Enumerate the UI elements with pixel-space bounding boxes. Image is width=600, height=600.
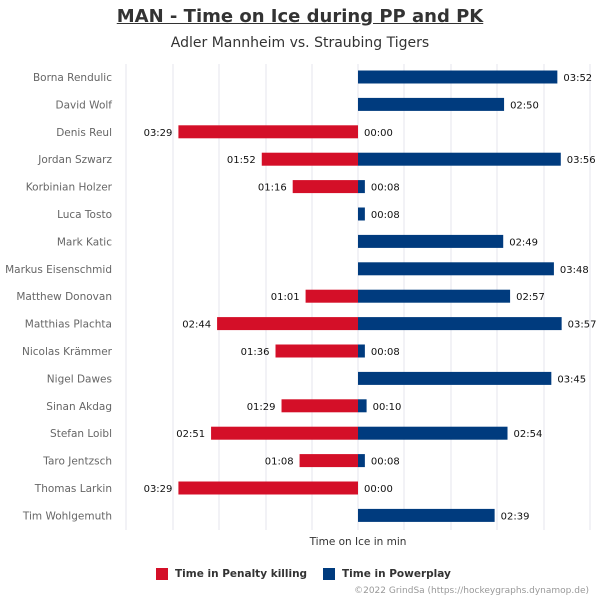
data-label-penalty-killing: 03:29 bbox=[144, 128, 173, 139]
data-label-penalty-killing: 02:51 bbox=[176, 429, 205, 440]
bar-powerplay bbox=[358, 207, 365, 221]
y-tick-label: Borna Rendulic bbox=[33, 72, 112, 84]
bar-penalty-killing bbox=[281, 399, 358, 413]
y-tick-label: Korbinian Holzer bbox=[26, 182, 113, 194]
data-label-powerplay: 02:54 bbox=[514, 429, 543, 440]
chart-subtitle: Adler Mannheim vs. Straubing Tigers bbox=[170, 35, 430, 51]
bar-powerplay bbox=[358, 70, 558, 84]
bar-powerplay bbox=[358, 454, 365, 468]
y-tick-label: Taro Jentzsch bbox=[42, 456, 112, 468]
data-label-penalty-killing: 01:29 bbox=[247, 402, 276, 413]
y-tick-label: Thomas Larkin bbox=[34, 483, 112, 495]
legend-item-powerplay: Time in Powerplay bbox=[323, 568, 451, 580]
data-label-penalty-killing: 01:08 bbox=[265, 457, 294, 468]
y-tick-label: Markus Eisenschmid bbox=[5, 264, 112, 276]
y-tick-label: David Wolf bbox=[56, 99, 113, 111]
legend-label-powerplay: Time in Powerplay bbox=[342, 568, 451, 580]
bar-powerplay bbox=[358, 152, 561, 166]
data-label-powerplay: 02:49 bbox=[509, 237, 538, 248]
bar-penalty-killing bbox=[305, 289, 358, 303]
data-label-powerplay: 02:50 bbox=[510, 100, 539, 111]
data-label-powerplay: 02:57 bbox=[516, 292, 545, 303]
legend-swatch-penalty-killing bbox=[156, 568, 168, 580]
data-label-powerplay: 00:00 bbox=[364, 128, 393, 139]
x-axis-label: Time on Ice in min bbox=[309, 536, 407, 548]
y-tick-label: Matthew Donovan bbox=[16, 291, 112, 303]
data-label-powerplay: 03:48 bbox=[560, 265, 589, 276]
data-label-powerplay: 00:10 bbox=[373, 402, 402, 413]
bar-powerplay bbox=[358, 399, 367, 413]
bar-powerplay bbox=[358, 426, 508, 440]
legend-swatch-powerplay bbox=[323, 568, 335, 580]
data-label-penalty-killing: 02:44 bbox=[182, 320, 211, 331]
bar-penalty-killing bbox=[178, 125, 358, 139]
data-label-powerplay: 03:57 bbox=[568, 320, 597, 331]
data-label-powerplay: 00:08 bbox=[371, 347, 400, 358]
bar-powerplay bbox=[358, 508, 495, 522]
y-tick-label: Nigel Dawes bbox=[47, 373, 112, 385]
legend-label-penalty-killing: Time in Penalty killing bbox=[175, 568, 308, 580]
legend-item-penalty-killing: Time in Penalty killing bbox=[156, 568, 307, 580]
bar-penalty-killing bbox=[211, 426, 358, 440]
credit-text: ©2022 GrindSa (https://hockeygraphs.dyna… bbox=[354, 586, 589, 596]
data-label-powerplay: 03:56 bbox=[567, 155, 596, 166]
data-label-powerplay: 02:39 bbox=[501, 511, 530, 522]
data-label-penalty-killing: 01:36 bbox=[241, 347, 270, 358]
data-label-powerplay: 03:45 bbox=[557, 374, 586, 385]
y-tick-label: Jordan Szwarz bbox=[37, 154, 112, 166]
bar-powerplay bbox=[358, 180, 365, 194]
bar-penalty-killing bbox=[299, 454, 358, 468]
y-tick-label: Sinan Akdag bbox=[46, 401, 112, 413]
data-label-penalty-killing: 01:52 bbox=[227, 155, 256, 166]
data-label-penalty-killing: 01:16 bbox=[258, 183, 287, 194]
bar-penalty-killing bbox=[292, 180, 358, 194]
data-label-powerplay: 00:08 bbox=[371, 210, 400, 221]
data-label-powerplay: 03:52 bbox=[563, 73, 592, 84]
bar-penalty-killing bbox=[261, 152, 358, 166]
bar-penalty-killing bbox=[217, 317, 358, 331]
y-tick-label: Luca Tosto bbox=[57, 209, 112, 221]
y-tick-label: Tim Wohlgemuth bbox=[22, 510, 112, 522]
data-label-powerplay: 00:08 bbox=[371, 183, 400, 194]
bar-powerplay bbox=[358, 317, 562, 331]
bar-penalty-killing bbox=[275, 344, 358, 358]
bar-powerplay bbox=[358, 262, 554, 276]
bar-powerplay bbox=[358, 97, 505, 111]
data-label-penalty-killing: 03:29 bbox=[144, 484, 173, 495]
y-tick-label: Mark Katic bbox=[57, 236, 112, 248]
bar-powerplay bbox=[358, 234, 504, 248]
bar-powerplay bbox=[358, 289, 511, 303]
y-tick-label: Nicolas Krämmer bbox=[22, 346, 113, 358]
chart-title: MAN - Time on Ice during PP and PK bbox=[116, 6, 484, 27]
y-tick-label: Denis Reul bbox=[56, 127, 112, 139]
y-tick-label: Matthias Plachta bbox=[25, 319, 112, 331]
y-tick-label: Stefan Loibl bbox=[50, 428, 112, 440]
bar-penalty-killing bbox=[178, 481, 358, 495]
bar-powerplay bbox=[358, 371, 552, 385]
data-label-powerplay: 00:00 bbox=[364, 484, 393, 495]
data-label-penalty-killing: 01:01 bbox=[271, 292, 300, 303]
bar-powerplay bbox=[358, 344, 365, 358]
data-label-powerplay: 00:08 bbox=[371, 457, 400, 468]
legend: Time in Penalty killing Time in Powerpla… bbox=[0, 568, 600, 584]
